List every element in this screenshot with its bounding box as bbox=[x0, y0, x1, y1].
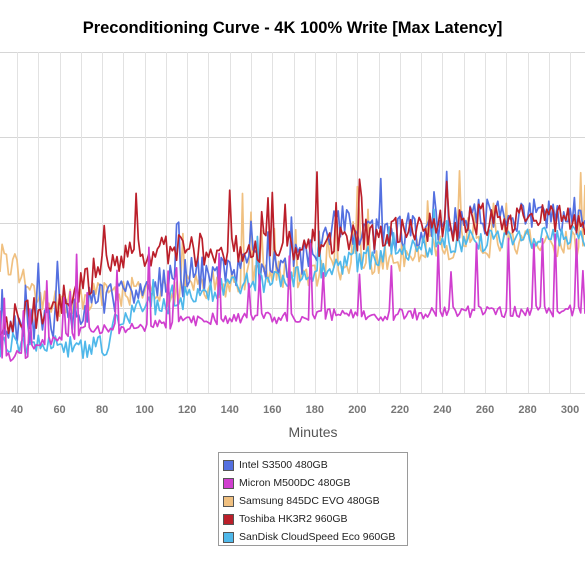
chart-title: Preconditioning Curve - 4K 100% Write [M… bbox=[82, 19, 503, 37]
legend-swatch bbox=[223, 495, 234, 507]
legend-item: SanDisk CloudSpeed Eco 960GB bbox=[223, 528, 407, 546]
x-tick-label: 60 bbox=[53, 404, 65, 416]
x-tick-label: 120 bbox=[178, 404, 196, 416]
legend-item: Samsung 845DC EVO 480GB bbox=[223, 492, 407, 510]
series-line-0 bbox=[0, 170, 585, 351]
legend-label: SanDisk CloudSpeed Eco 960GB bbox=[239, 531, 396, 543]
x-tick-label: 260 bbox=[476, 404, 494, 416]
x-tick-label: 220 bbox=[391, 404, 409, 416]
legend-swatch bbox=[223, 477, 234, 489]
x-tick-label: 100 bbox=[135, 404, 153, 416]
x-tick-label: 80 bbox=[96, 404, 108, 416]
gridlines bbox=[0, 52, 585, 394]
x-tick-label: 160 bbox=[263, 404, 281, 416]
series-line-1 bbox=[0, 233, 585, 362]
x-tick-label: 40 bbox=[11, 404, 23, 416]
legend-label: Micron M500DC 480GB bbox=[239, 477, 351, 489]
x-tick-labels: 40 60 80 100 120 140 160 180 200 220 240 260 280 300 bbox=[11, 404, 579, 416]
x-tick-label: 300 bbox=[561, 404, 579, 416]
legend-swatch bbox=[223, 459, 234, 471]
legend: Intel S3500 480GB Micron M500DC 480GB Sams… bbox=[218, 452, 408, 546]
legend-item: Intel S3500 480GB bbox=[223, 456, 407, 474]
series-line-4 bbox=[0, 208, 585, 359]
legend-swatch bbox=[223, 531, 234, 543]
x-tick-label: 280 bbox=[518, 404, 536, 416]
legend-label: Intel S3500 480GB bbox=[239, 459, 328, 471]
series-lines bbox=[0, 169, 585, 362]
legend-label: Toshiba HK3R2 960GB bbox=[239, 513, 348, 525]
series-line-3 bbox=[0, 171, 585, 336]
x-tick-label: 140 bbox=[221, 404, 239, 416]
legend-swatch bbox=[223, 513, 234, 525]
x-tick-label: 180 bbox=[306, 404, 324, 416]
x-axis-label: Minutes bbox=[288, 424, 337, 440]
x-tick-label: 240 bbox=[433, 404, 451, 416]
x-tick-label: 200 bbox=[348, 404, 366, 416]
legend-label: Samsung 845DC EVO 480GB bbox=[239, 495, 380, 507]
legend-item: Toshiba HK3R2 960GB bbox=[223, 510, 407, 528]
legend-item: Micron M500DC 480GB bbox=[223, 474, 407, 492]
